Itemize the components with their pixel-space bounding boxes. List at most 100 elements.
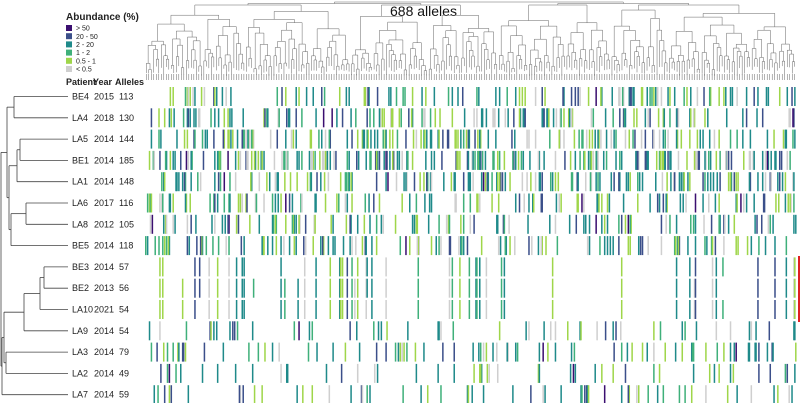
- heatmap-cell: [285, 87, 287, 106]
- heatmap-cell: [538, 363, 541, 383]
- heatmap-cell: [694, 150, 697, 170]
- heatmap-cell: [181, 300, 184, 319]
- heatmap-cell: [208, 300, 210, 319]
- heatmap-cell: [539, 172, 542, 192]
- heatmap-cell: [632, 87, 634, 106]
- heatmap-cell: [579, 321, 581, 341]
- heatmap-cell: [446, 129, 449, 149]
- heatmap-cell: [534, 172, 537, 192]
- heatmap-cell: [322, 236, 325, 256]
- heatmap-cell: [200, 236, 203, 256]
- row-patient-label: LA2: [72, 368, 88, 378]
- heatmap-cell: [588, 214, 591, 234]
- heatmap-cell: [390, 87, 392, 106]
- heatmap-cell: [194, 278, 196, 298]
- heatmap-cell: [660, 236, 663, 256]
- heatmap-cell: [181, 342, 184, 362]
- heatmap-cell: [748, 150, 751, 170]
- heatmap-cell: [764, 172, 767, 192]
- heatmap-cell: [503, 214, 506, 234]
- heatmap-cell: [586, 236, 589, 256]
- heatmap-cell: [500, 300, 503, 319]
- heatmap-cell: [239, 193, 242, 213]
- heatmap-cell: [204, 129, 207, 149]
- column-dendrogram: [146, 1, 795, 80]
- heatmap-cell: [295, 236, 297, 256]
- heatmap-cell: [234, 363, 237, 383]
- heatmap-cell: [777, 172, 779, 192]
- heatmap-cell: [382, 214, 385, 234]
- heatmap-cell: [263, 108, 265, 128]
- heatmap-cell: [694, 236, 697, 256]
- heatmap-cell: [438, 214, 440, 234]
- heatmap-cell: [385, 257, 387, 277]
- heatmap-cell: [637, 150, 639, 170]
- heatmap-cell: [284, 150, 286, 170]
- heatmap-cell: [758, 342, 760, 362]
- heatmap-cell: [753, 87, 755, 106]
- heatmap-cell: [276, 172, 279, 192]
- heatmap-cell: [765, 87, 768, 106]
- heatmap-cell: [243, 129, 245, 149]
- heatmap-cell: [433, 87, 436, 106]
- heatmap-cell: [273, 150, 276, 170]
- heatmap-cell: [346, 129, 349, 149]
- heatmap-cell: [472, 150, 474, 170]
- row-patient-label: LA7: [72, 390, 88, 400]
- heatmap-cell: [788, 385, 790, 403]
- heatmap-cell: [496, 172, 499, 192]
- heatmap-cell: [534, 129, 537, 149]
- heatmap-cell: [239, 385, 242, 403]
- heatmap-cell: [463, 108, 466, 128]
- heatmap-cell: [275, 214, 278, 234]
- heatmap-cell: [190, 214, 192, 234]
- heatmap-cell: [356, 363, 359, 383]
- heatmap-cell: [676, 236, 679, 256]
- heatmap-cell: [288, 236, 291, 256]
- heatmap-cell: [315, 108, 317, 128]
- heatmap-cell: [447, 214, 450, 234]
- heatmap-cell: [574, 150, 577, 170]
- heatmap-cell: [162, 300, 164, 319]
- heatmap-cell: [758, 363, 760, 383]
- heatmap-cell: [641, 87, 644, 106]
- heatmap-cell: [375, 236, 378, 256]
- heatmap-cell: [383, 150, 385, 170]
- heatmap-cell: [168, 236, 171, 256]
- heatmap-cell: [493, 108, 495, 128]
- heatmap-cell: [583, 193, 585, 213]
- heatmap-cell: [645, 150, 648, 170]
- heatmap-cell: [227, 214, 229, 234]
- heatmap-cell: [496, 214, 499, 234]
- heatmap-cell: [637, 385, 640, 403]
- heatmap-cell: [690, 342, 693, 362]
- heatmap-cell: [677, 150, 680, 170]
- heatmap-cell: [373, 363, 376, 383]
- legend-label: 2 - 20: [76, 42, 94, 49]
- heatmap-cell: [201, 129, 204, 149]
- heatmap-cell: [584, 385, 586, 403]
- heatmap-cell: [543, 150, 545, 170]
- heatmap-cell: [724, 214, 726, 234]
- heatmap-cell: [549, 321, 552, 341]
- heatmap-cell: [165, 150, 168, 170]
- heatmap-cell: [214, 87, 216, 106]
- heatmap-cell: [496, 214, 498, 234]
- heatmap-cell: [326, 150, 329, 170]
- heatmap-cell: [595, 150, 597, 170]
- heatmap-cell: [327, 172, 330, 192]
- heatmap-cell: [615, 150, 617, 170]
- heatmap-cell: [612, 236, 614, 256]
- heatmap-cell: [168, 363, 171, 383]
- heatmap-cell: [628, 129, 631, 149]
- heatmap-cell: [332, 342, 334, 362]
- heatmap-cell: [663, 108, 666, 128]
- heatmap-cell: [283, 236, 285, 256]
- heatmap-cell: [584, 172, 587, 192]
- heatmap-cell: [261, 385, 263, 403]
- heatmap-cell: [254, 150, 257, 170]
- heatmap-cell: [785, 129, 788, 149]
- heatmap-cell: [329, 300, 332, 319]
- heatmap-cell: [540, 193, 543, 213]
- heatmap-cell: [182, 342, 185, 362]
